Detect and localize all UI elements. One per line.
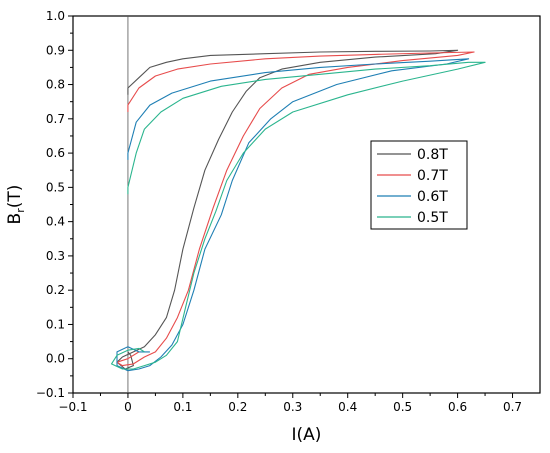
y-tick-label: 0.2 bbox=[46, 283, 65, 297]
x-tick-label: 0 bbox=[124, 400, 132, 414]
y-tick-label: 0.8 bbox=[46, 78, 65, 92]
y-tick-label: 0.3 bbox=[46, 249, 65, 263]
y-tick-label: 0.6 bbox=[46, 146, 65, 160]
x-tick-label: 0.7 bbox=[503, 400, 522, 414]
legend-label: 0.5T bbox=[417, 210, 448, 226]
y-axis-title-unit: (T) bbox=[5, 185, 25, 209]
y-tick-label: 1.0 bbox=[46, 9, 65, 23]
x-tick-label: −0.1 bbox=[58, 400, 87, 414]
x-tick-label: 0.5 bbox=[393, 400, 412, 414]
y-tick-label: 0.0 bbox=[46, 352, 65, 366]
y-tick-label: 0.1 bbox=[46, 317, 65, 331]
y-axis-title-subscript: r bbox=[14, 208, 27, 213]
series-layer bbox=[110, 49, 486, 372]
y-tick-label: −0.1 bbox=[36, 386, 65, 400]
series-line-0 bbox=[116, 49, 459, 370]
legend-label: 0.8T bbox=[417, 147, 448, 163]
x-axis-title: I(A) bbox=[292, 425, 322, 445]
y-tick-label: 0.7 bbox=[46, 112, 65, 126]
y-tick-label: 0.4 bbox=[46, 215, 65, 229]
x-tick-label: 0.1 bbox=[173, 400, 192, 414]
plot-frame bbox=[72, 15, 541, 394]
x-tick-label: 0.4 bbox=[338, 400, 357, 414]
series-line-3 bbox=[110, 61, 486, 370]
series-line-2 bbox=[116, 58, 470, 372]
x-tick-label: 0.2 bbox=[228, 400, 247, 414]
y-tick-label: 0.9 bbox=[46, 43, 65, 57]
y-tick-label: 0.5 bbox=[46, 180, 65, 194]
series-line-1 bbox=[116, 51, 475, 367]
y-axis-title-main: B bbox=[5, 213, 25, 225]
y-axis-ticks: −0.1 0.0 0.1 0.2 0.3 0.4 0.5 0.6 0.7 0.8 0.9 1.0 bbox=[36, 9, 73, 400]
x-axis-ticks: −0.1 0 0.1 0.2 0.3 0.4 0.5 0.6 0.7 bbox=[58, 393, 522, 414]
legend-box bbox=[370, 140, 468, 230]
x-tick-label: 0.6 bbox=[448, 400, 467, 414]
legend-label: 0.6T bbox=[417, 189, 448, 205]
legend-label: 0.7T bbox=[417, 168, 448, 184]
y-axis-title: Br(T) bbox=[5, 185, 27, 225]
plot-border bbox=[72, 15, 541, 394]
x-tick-label: 0.3 bbox=[283, 400, 302, 414]
legend: 0.8T 0.7T 0.6T 0.5T bbox=[370, 140, 468, 230]
